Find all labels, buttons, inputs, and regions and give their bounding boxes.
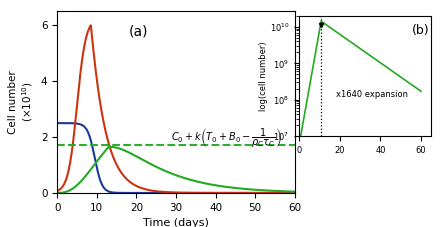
Y-axis label: Cell number
($\times 10^{10}$): Cell number ($\times 10^{10}$) (8, 70, 35, 134)
Y-axis label: log(cell number): log(cell number) (259, 41, 268, 111)
Text: (a): (a) (128, 24, 148, 38)
Text: x1640 expansion: x1640 expansion (336, 90, 408, 99)
Text: $C_0 + k\left(T_0 + B_0 - \dfrac{1}{\rho_C \tau_C}\right)$: $C_0 + k\left(T_0 + B_0 - \dfrac{1}{\rho… (171, 127, 282, 150)
Text: (b): (b) (411, 24, 429, 37)
X-axis label: Time (days): Time (days) (143, 218, 209, 227)
